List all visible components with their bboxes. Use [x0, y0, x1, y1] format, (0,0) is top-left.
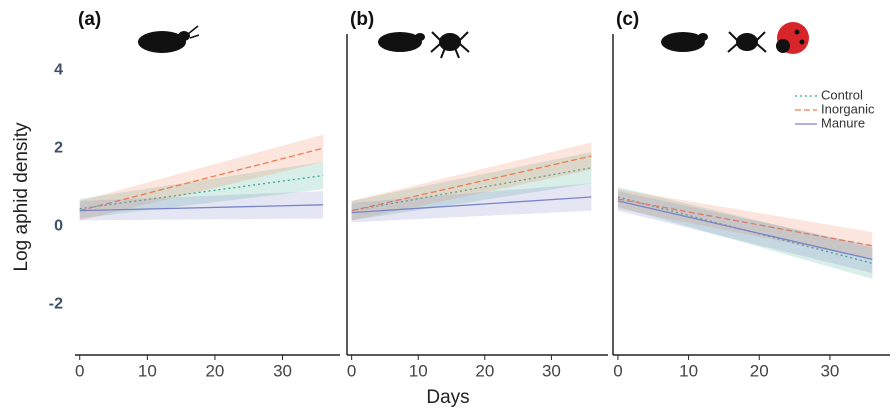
panel-label: (b)	[350, 9, 374, 30]
x-axis-label: Days	[426, 387, 469, 408]
trend-line	[79, 204, 324, 212]
trend-line	[617, 200, 873, 261]
beetle-icon	[378, 32, 425, 52]
legend-label: Inorganic	[821, 101, 875, 116]
legend-label: Manure	[821, 115, 865, 130]
spider-icon	[727, 31, 767, 53]
trend-line	[351, 155, 592, 212]
x-tick-label: 0	[347, 361, 356, 380]
trend-line	[79, 174, 324, 210]
confidence-band	[351, 183, 592, 223]
x-tick-label: 10	[138, 361, 157, 380]
x-tick-label: 20	[475, 361, 494, 380]
legend-label: Control	[821, 87, 863, 102]
trend-line	[351, 167, 592, 212]
y-tick-label: 0	[54, 217, 63, 234]
x-tick-label: 20	[750, 361, 769, 380]
x-tick-label: 20	[205, 361, 224, 380]
beetle-icon	[138, 25, 200, 53]
confidence-band	[617, 189, 873, 260]
ladybird-icon	[776, 22, 809, 54]
y-tick-label: 2	[54, 139, 63, 156]
beetle-icon	[661, 32, 708, 52]
confidence-band	[351, 142, 592, 221]
y-tick-label: 4	[54, 61, 63, 78]
spider-icon	[430, 31, 470, 59]
y-tick-label: -2	[49, 296, 63, 313]
x-tick-label: 10	[409, 361, 428, 380]
panel-label: (c)	[616, 9, 639, 30]
x-tick-label: 30	[820, 361, 839, 380]
x-tick-label: 30	[273, 361, 292, 380]
confidence-band	[79, 134, 324, 221]
y-axis-label: Log aphid density	[11, 122, 32, 271]
confidence-band	[79, 161, 324, 219]
trend-line	[79, 147, 324, 212]
trend-line	[351, 196, 592, 214]
trend-line	[617, 198, 873, 247]
x-tick-label: 10	[679, 361, 698, 380]
x-tick-label: 30	[542, 361, 561, 380]
x-tick-label: 0	[613, 361, 622, 380]
x-tick-label: 0	[75, 361, 84, 380]
panel-label: (a)	[78, 9, 101, 30]
confidence-band	[617, 191, 873, 274]
confidence-band	[79, 191, 324, 221]
